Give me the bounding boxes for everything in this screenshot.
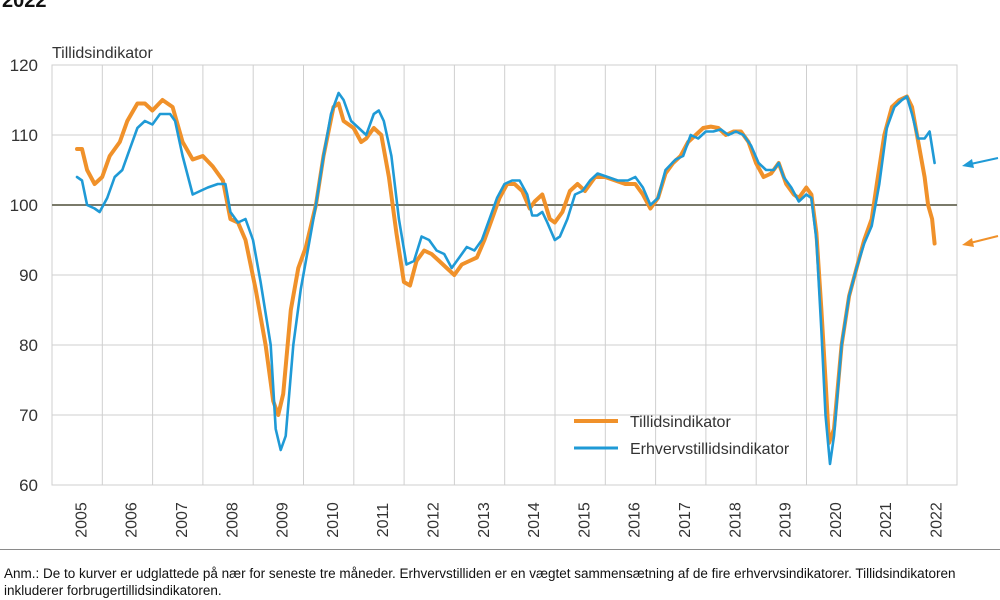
y-tick-label: 80 [19, 336, 38, 355]
latest-value-markers [962, 157, 999, 247]
series-layer [75, 91, 937, 466]
footnote: Anm.: De to kurver er udglattede på nær … [4, 566, 956, 598]
x-tick-label: 2007 [174, 502, 191, 538]
y-tick-label: 90 [19, 266, 38, 285]
y-tick-label: 60 [19, 476, 38, 495]
legend-label-erhvervstillidsindikator: Erhvervstillidsindikator [630, 441, 790, 458]
footnote-divider [0, 549, 1000, 550]
x-tick-label: 2008 [224, 502, 241, 538]
chart-legend: Tillidsindikator Erhvervstillidsindikato… [574, 414, 790, 458]
x-tick-label: 2009 [275, 502, 292, 538]
x-tick-label: 2021 [878, 502, 895, 538]
series-line-erhvervstillidsindikator [75, 91, 936, 466]
x-tick-label: 2014 [526, 502, 543, 538]
y-tick-label: 70 [19, 406, 38, 425]
x-tick-label: 2017 [677, 502, 694, 538]
x-tick-label: 2015 [576, 502, 593, 538]
x-tick-label: 2016 [627, 502, 644, 538]
legend-label-tillidsindikator: Tillidsindikator [630, 414, 731, 431]
y-tick-label: 110 [11, 126, 38, 145]
x-tick-label: 2018 [727, 502, 744, 538]
chart-heading: 2022 [2, 0, 47, 12]
x-tick-label: 2020 [828, 502, 845, 538]
x-tick-label: 2006 [124, 502, 141, 538]
line-chart: 60 70 80 90 100 110 120 2005 2006 2007 2008 2009 201… [10, 45, 999, 538]
arrow-erhvervstillid-icon [962, 159, 974, 168]
x-tick-label: 2022 [928, 502, 945, 538]
y-axis-label: Tillidsindikator [52, 45, 153, 62]
x-tick-label: 2019 [778, 502, 795, 538]
x-tick-label: 2013 [476, 502, 493, 538]
arrow-tillid-icon [962, 238, 974, 247]
tick-label-layer: 60 70 80 90 100 110 120 2005 2006 2007 2008 2009 201… [10, 56, 946, 538]
series-line-tillidsindikator [75, 94, 937, 445]
x-tick-label: 2011 [375, 503, 392, 538]
y-tick-label: 120 [10, 56, 38, 75]
x-tick-label: 2012 [425, 502, 442, 538]
grid-layer [51, 64, 958, 486]
x-tick-label: 2010 [325, 502, 342, 538]
y-tick-label: 100 [10, 196, 38, 215]
x-tick-label: 2005 [73, 502, 90, 538]
